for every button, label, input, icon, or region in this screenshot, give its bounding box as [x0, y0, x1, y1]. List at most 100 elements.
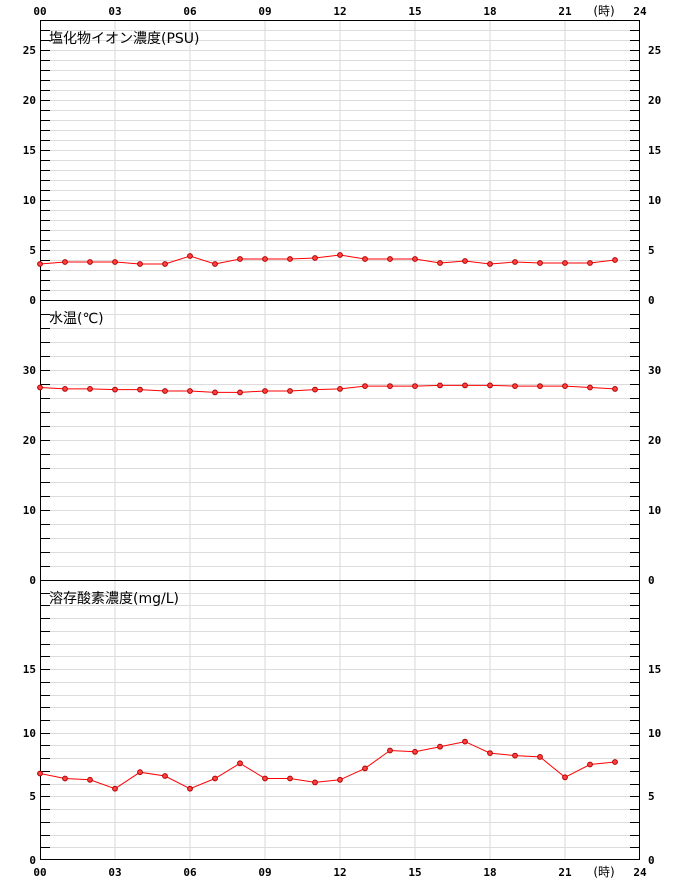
data-point [412, 383, 418, 390]
y-tick-label-left: 30 [23, 364, 36, 377]
data-point [262, 388, 268, 394]
y-tick-label-right: 0 [648, 574, 655, 587]
hour-label-top: 12 [333, 5, 346, 18]
data-point [212, 389, 218, 396]
data-point [87, 259, 93, 265]
series-layer [37, 252, 618, 792]
hour-label-bottom: 09 [258, 866, 271, 879]
data-point [587, 761, 593, 768]
hour-label-bottom: 15 [408, 866, 421, 879]
y-tick-label-right: 10 [648, 194, 661, 207]
hour-label-top: 06 [183, 5, 197, 18]
data-point [237, 389, 243, 396]
data-point [612, 386, 618, 392]
data-point [312, 386, 318, 393]
data-point [212, 775, 218, 782]
data-point [537, 383, 543, 390]
hour-label-bottom: 21 [558, 866, 572, 879]
hour-label-top: 24 [633, 5, 647, 18]
data-point [37, 384, 43, 391]
data-point [137, 261, 143, 267]
y-tick-label-right: 25 [648, 44, 661, 57]
data-point [87, 386, 93, 392]
data-point [412, 256, 418, 262]
hour-label-bottom: 06 [183, 866, 197, 879]
data-point [512, 259, 518, 265]
panel-title: 塩化物イオン濃度(PSU) [49, 31, 200, 47]
hour-label-bottom: 03 [108, 866, 121, 879]
y-tick-label-left: 0 [29, 574, 36, 587]
y-tick-label-left: 5 [29, 790, 36, 803]
hour-label-top: 09 [258, 5, 271, 18]
y-tick-label-right: 30 [648, 364, 661, 377]
y-tick-label-left: 15 [23, 144, 36, 157]
data-point [387, 747, 393, 754]
y-tick-label-left: 20 [23, 434, 36, 447]
data-point [537, 260, 543, 266]
y-tick-label-left: 15 [23, 663, 36, 676]
hour-label-top: 00 [33, 5, 46, 18]
hour-label-bottom: 12 [333, 866, 346, 879]
y-tick-label-left: 10 [23, 504, 36, 517]
y-tick-label-left: 0 [29, 294, 36, 307]
data-point [437, 260, 443, 266]
hour-label-bottom: 18 [483, 866, 496, 879]
panel-title: 水温(℃) [49, 311, 104, 327]
data-point [437, 382, 443, 389]
hour-label-top: 18 [483, 5, 496, 18]
data-point [112, 785, 118, 792]
hour-label-top: 15 [408, 5, 421, 18]
data-point [487, 261, 493, 267]
y-tick-label-right: 10 [648, 504, 661, 517]
data-point [262, 256, 268, 262]
data-point [162, 388, 168, 394]
y-tick-label-right: 5 [648, 244, 655, 257]
series-line [39, 254, 616, 265]
hour-label-bottom: 00 [33, 866, 46, 879]
data-point [487, 750, 493, 756]
hour-unit-label-top: (時) [593, 4, 614, 18]
y-tick-label-left: 5 [29, 244, 36, 257]
data-point [512, 752, 518, 759]
data-point [462, 738, 468, 745]
data-point [337, 386, 343, 392]
data-point [237, 256, 243, 262]
data-point [62, 259, 68, 265]
data-point [387, 383, 393, 390]
y-tick-label-left: 20 [23, 94, 36, 107]
series-line [39, 384, 616, 393]
data-point [362, 383, 368, 390]
y-tick-label-left: 0 [29, 854, 36, 867]
y-tick-label-left: 10 [23, 727, 36, 740]
data-point [262, 775, 268, 782]
series-line [39, 741, 616, 790]
y-tick-label-right: 15 [648, 663, 661, 676]
data-point [487, 382, 493, 389]
data-point [562, 383, 568, 390]
data-point [312, 255, 318, 261]
data-point [287, 256, 293, 262]
data-point [587, 384, 593, 391]
data-point [137, 386, 143, 393]
data-point [312, 779, 318, 786]
data-point [537, 754, 543, 760]
data-point [187, 388, 193, 394]
data-point [362, 765, 368, 772]
y-tick-label-right: 20 [648, 94, 661, 107]
data-point [162, 261, 168, 267]
data-point [112, 259, 118, 265]
data-point [237, 760, 243, 767]
data-point [62, 775, 68, 782]
hour-label-bottom: 24 [633, 866, 647, 879]
data-point [187, 253, 193, 259]
grid-layer [40, 20, 640, 860]
data-point [187, 785, 193, 792]
y-tick-label-right: 5 [648, 790, 655, 803]
data-point [87, 776, 93, 783]
data-point [337, 776, 343, 783]
y-tick-label-right: 0 [648, 294, 655, 307]
data-point [287, 775, 293, 782]
hour-label-top: 03 [108, 5, 121, 18]
